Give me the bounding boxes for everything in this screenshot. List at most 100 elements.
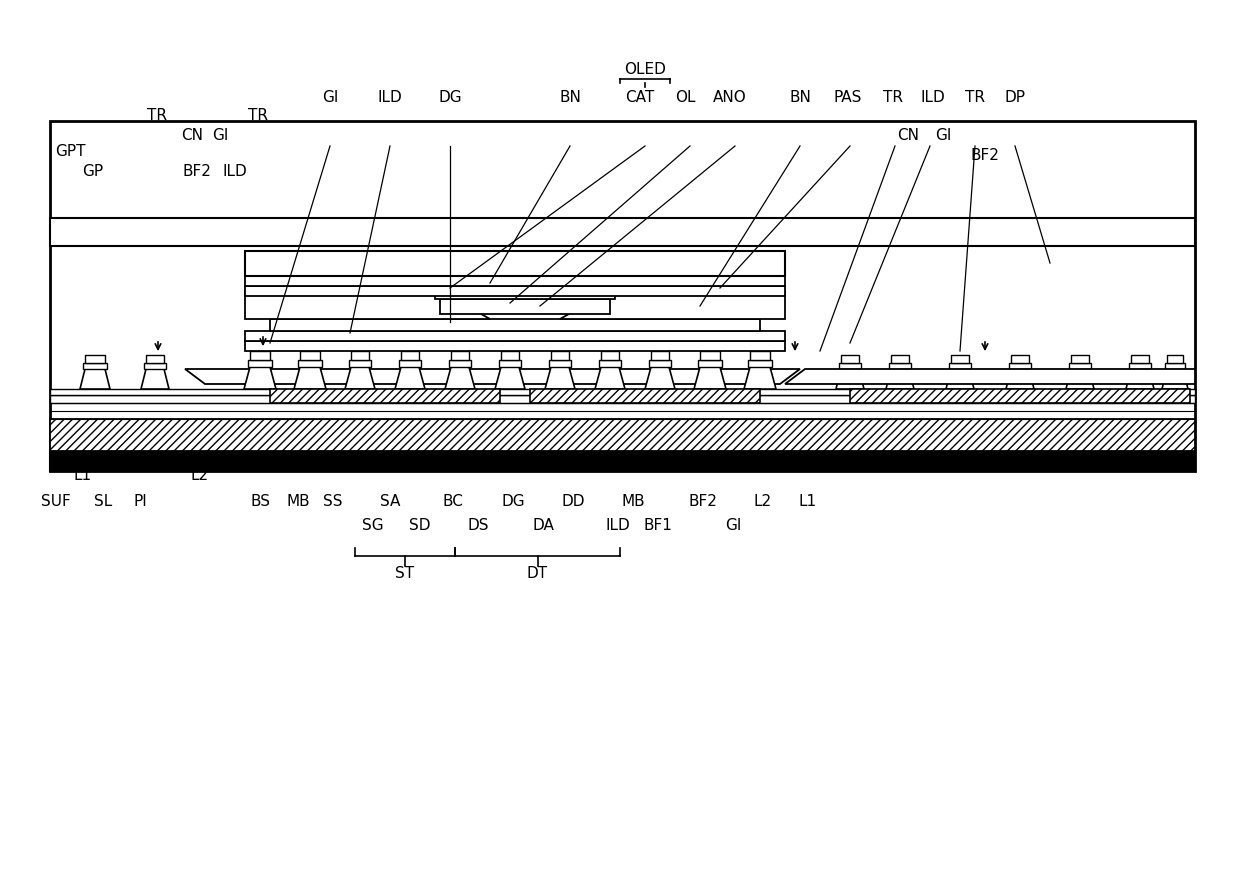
Bar	[889, 363, 911, 369]
Bar	[86, 355, 105, 363]
Polygon shape	[546, 367, 575, 389]
Bar	[451, 351, 469, 360]
Bar	[83, 363, 107, 369]
Text: SD: SD	[409, 519, 430, 534]
Bar	[435, 287, 615, 299]
Text: SA: SA	[379, 494, 401, 509]
Bar	[246, 341, 785, 351]
Bar	[529, 389, 760, 403]
Polygon shape	[294, 367, 326, 389]
Bar	[1166, 363, 1185, 369]
Bar	[549, 360, 570, 367]
Bar	[698, 360, 722, 367]
Bar	[849, 389, 1190, 403]
Text: ILD: ILD	[378, 91, 402, 105]
Text: PAS: PAS	[833, 91, 862, 105]
Text: ILD: ILD	[605, 519, 630, 534]
Text: MB: MB	[621, 494, 645, 509]
Text: L2: L2	[191, 469, 210, 484]
Bar	[498, 360, 521, 367]
Text: DT: DT	[527, 567, 548, 582]
Text: SUF: SUF	[41, 494, 71, 509]
Text: DG: DG	[438, 91, 461, 105]
Text: TR: TR	[883, 91, 903, 105]
Text: BF2: BF2	[182, 164, 212, 178]
Polygon shape	[345, 367, 374, 389]
Text: SS: SS	[324, 494, 342, 509]
Bar	[50, 395, 1195, 403]
Bar	[1167, 355, 1183, 363]
Text: MB: MB	[286, 494, 310, 509]
Bar	[351, 351, 370, 360]
Bar	[501, 351, 520, 360]
Polygon shape	[246, 291, 490, 319]
Text: ILD: ILD	[920, 91, 945, 105]
Text: OL: OL	[675, 91, 696, 105]
Text: BF2: BF2	[688, 494, 718, 509]
Polygon shape	[1006, 369, 1034, 389]
Text: GI: GI	[212, 128, 228, 143]
Bar	[649, 360, 671, 367]
Polygon shape	[645, 367, 675, 389]
Polygon shape	[185, 369, 800, 384]
Polygon shape	[694, 367, 725, 389]
Bar	[270, 389, 500, 403]
Polygon shape	[1126, 369, 1154, 389]
Bar	[949, 363, 971, 369]
Bar	[300, 351, 320, 360]
Text: GPT: GPT	[55, 143, 86, 159]
Text: GP: GP	[82, 164, 104, 178]
Bar	[599, 360, 621, 367]
Bar	[892, 355, 909, 363]
Bar	[146, 355, 164, 363]
Text: BS: BS	[250, 494, 270, 509]
Text: BF2: BF2	[971, 149, 999, 164]
Bar	[246, 276, 785, 286]
Polygon shape	[836, 369, 864, 389]
Bar	[246, 331, 785, 341]
Bar	[50, 451, 1195, 471]
Polygon shape	[887, 369, 914, 389]
Polygon shape	[785, 369, 1195, 384]
Bar	[50, 218, 1195, 246]
Text: BN: BN	[789, 91, 811, 105]
Bar	[270, 319, 760, 331]
Bar	[248, 360, 272, 367]
Polygon shape	[560, 291, 785, 319]
Polygon shape	[595, 367, 625, 389]
Text: BC: BC	[443, 494, 464, 509]
Bar	[601, 351, 619, 360]
Bar	[841, 355, 859, 363]
Text: ST: ST	[396, 567, 414, 582]
Text: CAT: CAT	[625, 91, 655, 105]
Bar	[839, 363, 861, 369]
Polygon shape	[744, 367, 776, 389]
Text: DS: DS	[467, 519, 489, 534]
Bar	[651, 351, 670, 360]
Bar	[701, 351, 720, 360]
Text: DD: DD	[562, 494, 585, 509]
Bar	[50, 419, 1195, 451]
Polygon shape	[445, 367, 475, 389]
Bar	[348, 360, 371, 367]
Text: BF1: BF1	[644, 519, 672, 534]
Bar	[298, 360, 322, 367]
Text: CN: CN	[897, 128, 919, 143]
Bar	[1131, 355, 1149, 363]
Polygon shape	[495, 367, 525, 389]
Bar	[250, 351, 270, 360]
Bar	[748, 360, 773, 367]
Bar	[449, 360, 471, 367]
Bar	[440, 299, 610, 314]
Bar	[50, 389, 1195, 395]
Text: L1: L1	[74, 469, 92, 484]
Text: OLED: OLED	[624, 61, 666, 77]
Text: TR: TR	[248, 109, 268, 124]
Polygon shape	[244, 367, 277, 389]
Bar	[401, 351, 419, 360]
Text: GI: GI	[935, 128, 951, 143]
Polygon shape	[396, 367, 425, 389]
Text: L1: L1	[799, 494, 817, 509]
Polygon shape	[1066, 369, 1094, 389]
Bar	[750, 351, 770, 360]
